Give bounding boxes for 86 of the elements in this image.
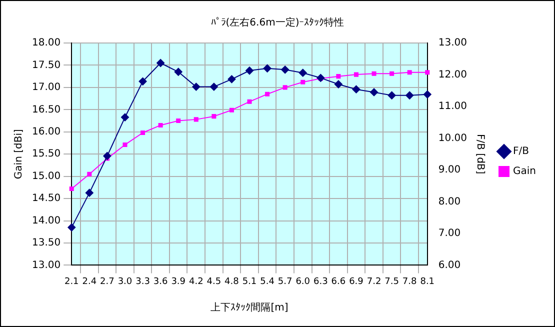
- point: [265, 92, 270, 96]
- point: [370, 88, 378, 96]
- chart-title: ﾊﾟﾗ(左右6.6m一定)ｰｽﾀｯｸ特性: [210, 16, 344, 29]
- y2-tick-label: 13.00: [438, 38, 468, 49]
- y-tick-label: 16.50: [32, 104, 61, 116]
- x-tick-label: 5.7: [278, 276, 292, 287]
- point: [390, 71, 394, 76]
- x-tick-label: 2.7: [100, 276, 114, 287]
- y2-tick-label: 12.00: [438, 69, 468, 80]
- point: [120, 113, 129, 122]
- point: [210, 82, 218, 91]
- x-tick-label: 4.5: [206, 276, 222, 287]
- point: [425, 70, 430, 75]
- x-tick-label: 2.1: [64, 276, 79, 287]
- x-tick-label: 7.5: [384, 276, 399, 287]
- y-tick-label: 16.00: [32, 126, 61, 138]
- point: [138, 77, 147, 86]
- x-tick-label: 3.3: [136, 276, 150, 287]
- legend-label: F/B: [513, 146, 530, 158]
- x-tick-label: 6.9: [349, 276, 364, 287]
- x-tick-label: 5.1: [242, 276, 257, 287]
- point: [388, 91, 396, 100]
- x-tick-label: 3.0: [118, 276, 132, 287]
- point: [354, 72, 358, 77]
- point: [176, 118, 181, 124]
- x-tick-label: 3.6: [153, 276, 168, 287]
- point: [228, 75, 236, 84]
- point: [140, 130, 146, 136]
- y-tick-label: 17.00: [32, 82, 61, 94]
- point: [316, 74, 325, 82]
- point: [85, 188, 94, 197]
- x-tick-label: 4.8: [224, 276, 240, 287]
- x-tick-label: 7.8: [402, 276, 418, 287]
- y2-axis-title: F/B [dB]: [474, 134, 486, 174]
- point: [68, 223, 76, 232]
- point: [334, 80, 342, 88]
- point: [407, 70, 412, 75]
- point: [69, 186, 74, 192]
- y-tick-label: 14.00: [32, 215, 61, 226]
- point: [194, 117, 198, 122]
- y2-tick-label: 8.00: [438, 196, 461, 208]
- point: [122, 142, 128, 148]
- x-tick-label: 4.2: [188, 276, 204, 287]
- point: [263, 64, 272, 72]
- point: [156, 59, 165, 67]
- y2-tick-label: 6.00: [438, 260, 461, 271]
- point: [281, 66, 290, 74]
- x-tick-label: 6.0: [296, 276, 310, 287]
- y2-tick-label: 7.00: [438, 228, 461, 240]
- point: [212, 114, 216, 119]
- point: [174, 68, 182, 76]
- point: [158, 122, 163, 128]
- x-tick-label: 5.4: [260, 276, 275, 287]
- y2-tick-label: 11.00: [438, 101, 468, 112]
- y-tick-label: 13.00: [32, 260, 61, 271]
- point: [372, 71, 376, 76]
- point: [352, 85, 360, 94]
- y-tick-label: 14.50: [32, 193, 61, 204]
- y-tick-label: 18.00: [32, 38, 61, 49]
- y-axis-title: Gain [dBi]: [14, 129, 25, 180]
- point: [103, 152, 112, 160]
- y2-tick-label: 9.00: [438, 164, 461, 176]
- point: [247, 99, 252, 104]
- y-tick-label: 15.00: [32, 170, 61, 182]
- point: [192, 82, 200, 91]
- y-tick-label: 13.50: [32, 238, 61, 249]
- x-tick-label: 6.3: [313, 276, 328, 287]
- x-tick-label: 8.1: [420, 276, 435, 287]
- point: [246, 66, 254, 75]
- x-tick-label: 7.2: [366, 276, 382, 287]
- x-tick-label: 6.6: [331, 276, 346, 287]
- x-tick-label: 3.9: [171, 276, 186, 287]
- point: [300, 80, 306, 84]
- point: [298, 68, 307, 77]
- point: [229, 108, 234, 112]
- point: [336, 74, 341, 79]
- point: [406, 91, 414, 100]
- point: [423, 90, 432, 98]
- y-tick-label: 15.50: [32, 148, 61, 160]
- legend-label: Gain: [513, 166, 536, 178]
- y2-tick-label: 10.00: [438, 132, 468, 144]
- point: [282, 85, 288, 90]
- x-tick-label: 2.4: [82, 276, 97, 287]
- y-tick-label: 17.50: [32, 60, 61, 71]
- point: [87, 172, 92, 176]
- x-axis-title: 上下ｽﾀｯｸ間隔[m]: [210, 302, 288, 314]
